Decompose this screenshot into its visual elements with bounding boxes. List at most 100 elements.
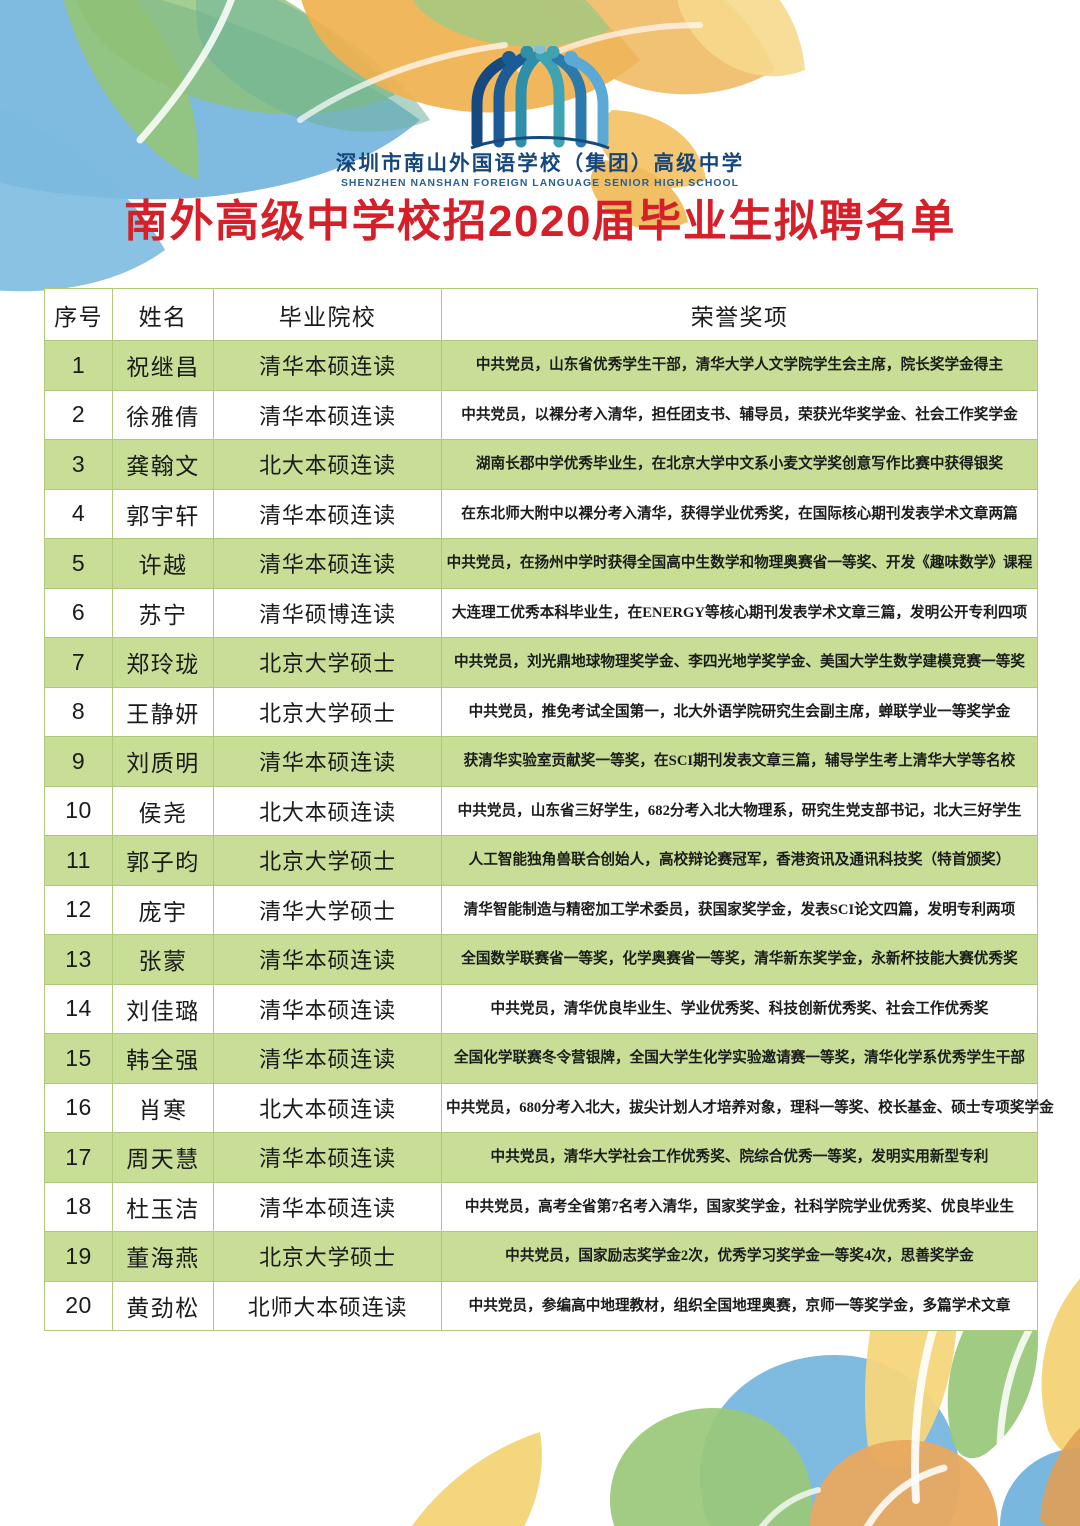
school-emblem-icon [470,46,610,150]
cell-awards: 中共党员，680分考入北大，拔尖计划人才培养对象，理科一等奖、校长基金、硕士专项… [441,1082,1054,1133]
cell-index: 17 [44,1132,113,1183]
cell-school: 清华本硕连读 [213,538,442,589]
table-row: 9 刘质明 清华本硕连读 获清华实验室贡献奖一等奖，在SCI期刊发表文章三篇，辅导学生… [44,736,1038,787]
cell-name: 韩全强 [112,1033,214,1084]
table-row: 16 肖寒 北大本硕连读 中共党员，680分考入北大，拔尖计划人才培养对象，理科一等奖… [44,1082,1054,1133]
cell-awards: 人工智能独角兽联合创始人，高校辩论赛冠军，香港资讯及通讯科技奖（特首颁奖） [441,835,1038,886]
table-row: 8 王静妍 北京大学硕士 中共党员，推免考试全国第一，北大外语学院研究生会副主席，蝉联… [44,686,1038,737]
cell-awards: 中共党员，国家励志奖学金2次，优秀学习奖学金一等奖4次，思善奖学金 [441,1231,1038,1282]
cell-school: 北京大学硕士 [213,637,442,688]
roster-table-body: 1 祝继昌 清华本硕连读 中共党员，山东省优秀学生干部，清华大学人文学院学生会主席，院… [44,340,1054,1331]
table-row: 15 韩全强 清华本硕连读 全国化学联赛冬令营银牌，全国大学生化学实验邀请赛一等奖，清… [44,1033,1038,1084]
table-row: 6 苏宁 清华硕博连读 大连理工优秀本科毕业生，在ENERGY等核心期刊发表学术文章三… [44,587,1038,638]
table-row: 20 黄劲松 北师大本硕连读 中共党员，参编高中地理教材，组织全国地理奥赛，京师一等奖… [44,1280,1038,1331]
cell-awards: 在东北师大附中以裸分考入清华，获得学业优秀奖，在国际核心期刊发表学术文章两篇 [441,488,1038,539]
roster-table: 序号 姓名 毕业院校 荣誉奖项 1 祝继昌 清华本硕连读 中共党员，山东省优秀学生干部… [44,288,1054,1331]
table-row: 4 郭宇轩 清华本硕连读 在东北师大附中以裸分考入清华，获得学业优秀奖，在国际核心期刊… [44,488,1038,539]
cell-index: 1 [44,340,113,391]
table-row: 10 侯尧 北大本硕连读 中共党员，山东省三好学生，682分考入北大物理系，研究生党支… [44,785,1038,836]
cell-index: 20 [44,1280,113,1331]
school-logo-block: 深圳市南山外国语学校（集团）高级中学 SHENZHEN NANSHAN FORE… [0,46,1080,191]
page-title: 南外高级中学校招2020届毕业生拟聘名单 [124,197,956,246]
cell-school: 清华本硕连读 [213,736,442,787]
table-row: 19 董海燕 北京大学硕士 中共党员，国家励志奖学金2次，优秀学习奖学金一等奖4次，思… [44,1231,1038,1282]
cell-awards: 中共党员，山东省三好学生，682分考入北大物理系，研究生党支部书记，北大三好学生 [441,785,1038,836]
cell-name: 龚翰文 [112,439,214,490]
cell-index: 5 [44,538,113,589]
column-header-name: 姓名 [112,288,214,341]
school-name-english: SHENZHEN NANSHAN FOREIGN LANGUAGE SENIOR… [340,177,740,189]
cell-index: 7 [44,637,113,688]
column-header-index: 序号 [44,288,113,341]
table-row: 1 祝继昌 清华本硕连读 中共党员，山东省优秀学生干部，清华大学人文学院学生会主席，院… [44,340,1038,391]
cell-school: 清华大学硕士 [213,884,442,935]
cell-name: 刘质明 [112,736,214,787]
cell-index: 4 [44,488,113,539]
cell-name: 王静妍 [112,686,214,737]
cell-school: 北大本硕连读 [213,1082,442,1133]
cell-school: 清华本硕连读 [213,934,442,985]
table-row: 2 徐雅倩 清华本硕连读 中共党员，以裸分考入清华，担任团支书、辅导员，荣获光华奖学金… [44,389,1038,440]
cell-awards: 中共党员，山东省优秀学生干部，清华大学人文学院学生会主席，院长奖学金得主 [441,340,1038,391]
cell-name: 许越 [112,538,214,589]
cell-awards: 中共党员，清华大学社会工作优秀奖、院综合优秀一等奖，发明实用新型专利 [441,1132,1038,1183]
cell-name: 杜玉洁 [112,1181,214,1232]
cell-school: 北大本硕连读 [213,785,442,836]
cell-name: 张蒙 [112,934,214,985]
table-row: 12 庞宇 清华大学硕士 清华智能制造与精密加工学术委员，获国家奖学金，发表SCI论文… [44,884,1038,935]
cell-awards: 中共党员，在扬州中学时获得全国高中生数学和物理奥赛省一等奖、开发《趣味数学》课程 [441,538,1038,589]
cell-school: 北大本硕连读 [213,439,442,490]
cell-school: 北京大学硕士 [213,835,442,886]
cell-school: 清华硕博连读 [213,587,442,638]
table-row: 14 刘佳璐 清华本硕连读 中共党员，清华优良毕业生、学业优秀奖、科技创新优秀奖、社会… [44,983,1038,1034]
cell-name: 郭宇轩 [112,488,214,539]
cell-awards: 获清华实验室贡献奖一等奖，在SCI期刊发表文章三篇，辅导学生考上清华大学等名校 [441,736,1038,787]
cell-school: 北师大本硕连读 [213,1280,442,1331]
cell-name: 苏宁 [112,587,214,638]
cell-index: 9 [44,736,113,787]
school-name-chinese: 深圳市南山外国语学校（集团）高级中学 [335,152,745,175]
cell-index: 13 [44,934,113,985]
cell-school: 清华本硕连读 [213,1033,442,1084]
cell-name: 庞宇 [112,884,214,935]
cell-index: 8 [44,686,113,737]
cell-awards: 中共党员，参编高中地理教材，组织全国地理奥赛，京师一等奖学金，多篇学术文章 [441,1280,1038,1331]
cell-index: 19 [44,1231,113,1282]
cell-name: 董海燕 [112,1231,214,1282]
table-row: 17 周天慧 清华本硕连读 中共党员，清华大学社会工作优秀奖、院综合优秀一等奖，发明实… [44,1132,1038,1183]
cell-awards: 中共党员，以裸分考入清华，担任团支书、辅导员，荣获光华奖学金、社会工作奖学金 [441,389,1038,440]
cell-index: 6 [44,587,113,638]
cell-school: 清华本硕连读 [213,389,442,440]
cell-index: 3 [44,439,113,490]
cell-name: 侯尧 [112,785,214,836]
cell-index: 10 [44,785,113,836]
cell-school: 清华本硕连读 [213,488,442,539]
roster-table-wrap: 序号 姓名 毕业院校 荣誉奖项 1 祝继昌 清华本硕连读 中共党员，山东省优秀学生干部… [44,288,1054,1331]
cell-name: 黄劲松 [112,1280,214,1331]
cell-index: 14 [44,983,113,1034]
cell-awards: 全国化学联赛冬令营银牌，全国大学生化学实验邀请赛一等奖，清华化学系优秀学生干部 [441,1033,1038,1084]
cell-school: 北京大学硕士 [213,686,442,737]
cell-awards: 中共党员，高考全省第7名考入清华，国家奖学金，社科学院学业优秀奖、优良毕业生 [441,1181,1038,1232]
cell-awards: 中共党员，推免考试全国第一，北大外语学院研究生会副主席，蝉联学业一等奖学金 [441,686,1038,737]
cell-awards: 全国数学联赛省一等奖，化学奥赛省一等奖，清华新东奖学金，永新杯技能大赛优秀奖 [441,934,1038,985]
cell-index: 16 [44,1082,113,1133]
cell-name: 郑玲珑 [112,637,214,688]
cell-awards: 中共党员，清华优良毕业生、学业优秀奖、科技创新优秀奖、社会工作优秀奖 [441,983,1038,1034]
cell-name: 刘佳璐 [112,983,214,1034]
column-header-awards: 荣誉奖项 [441,288,1038,341]
table-row: 11 郭子昀 北京大学硕士 人工智能独角兽联合创始人，高校辩论赛冠军，香港资讯及通讯科… [44,835,1038,886]
table-row: 5 许越 清华本硕连读 中共党员，在扬州中学时获得全国高中生数学和物理奥赛省一等奖、开… [44,538,1038,589]
cell-school: 清华本硕连读 [213,983,442,1034]
cell-index: 2 [44,389,113,440]
cell-index: 15 [44,1033,113,1084]
cell-awards: 中共党员，刘光鼎地球物理奖学金、李四光地学奖学金、美国大学生数学建模竞赛一等奖 [441,637,1038,688]
table-header-row: 序号 姓名 毕业院校 荣誉奖项 [44,288,1038,341]
table-row: 3 龚翰文 北大本硕连读 湖南长郡中学优秀毕业生，在北京大学中文系小麦文学奖创意写作比… [44,439,1038,490]
cell-school: 北京大学硕士 [213,1231,442,1282]
table-row: 18 杜玉洁 清华本硕连读 中共党员，高考全省第7名考入清华，国家奖学金，社科学院学业… [44,1181,1038,1232]
cell-name: 徐雅倩 [112,389,214,440]
cell-awards: 大连理工优秀本科毕业生，在ENERGY等核心期刊发表学术文章三篇，发明公开专利四… [441,587,1038,638]
cell-index: 12 [44,884,113,935]
